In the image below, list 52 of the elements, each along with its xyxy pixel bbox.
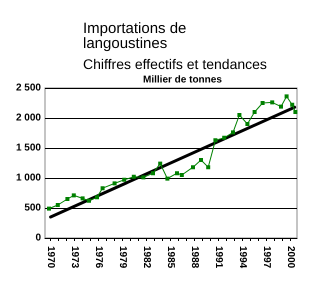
point bbox=[56, 203, 60, 207]
point bbox=[284, 94, 289, 98]
x-tick-label: 1985 bbox=[165, 246, 176, 269]
x-tick-label: 1991 bbox=[213, 246, 224, 269]
point bbox=[100, 186, 105, 190]
x-tick-label: 1973 bbox=[69, 246, 80, 269]
y-tick-label: 1 000 bbox=[16, 172, 42, 184]
y-tick-label: 0 bbox=[35, 232, 42, 244]
point bbox=[237, 113, 242, 117]
point bbox=[47, 206, 51, 211]
chart-title: Importations de langoustines bbox=[83, 20, 191, 52]
point bbox=[279, 104, 283, 109]
point bbox=[158, 162, 162, 166]
x-tick-label: 1988 bbox=[189, 246, 200, 269]
x-tick-label: 1994 bbox=[237, 246, 248, 269]
chart-subtitle: Chiffres effectifs et tendances bbox=[83, 56, 267, 72]
x-tick-label: 1979 bbox=[117, 246, 128, 269]
point bbox=[122, 178, 126, 182]
point bbox=[141, 175, 146, 180]
x-tick-label: 1982 bbox=[141, 246, 152, 269]
point bbox=[199, 158, 203, 162]
y-tick-label: 2 500 bbox=[16, 82, 42, 94]
point bbox=[231, 130, 235, 134]
point bbox=[80, 196, 85, 200]
point bbox=[87, 198, 91, 203]
point bbox=[191, 165, 195, 170]
point bbox=[290, 102, 294, 107]
point bbox=[252, 110, 257, 114]
point bbox=[112, 181, 117, 186]
point bbox=[245, 122, 250, 126]
point bbox=[165, 176, 170, 181]
point bbox=[95, 195, 99, 200]
y-axis-title: Millier de tonnes bbox=[143, 74, 222, 86]
y-tick-label: 500 bbox=[24, 202, 42, 214]
point bbox=[175, 171, 179, 176]
point bbox=[132, 174, 136, 179]
x-tick-label: 2000 bbox=[285, 246, 296, 269]
point bbox=[293, 110, 298, 114]
point bbox=[151, 171, 155, 176]
x-tick-label: 1997 bbox=[261, 246, 272, 269]
y-tick-label: 1 500 bbox=[16, 142, 42, 154]
x-tick-label: 1970 bbox=[45, 246, 56, 269]
point bbox=[65, 197, 70, 201]
point bbox=[72, 193, 76, 198]
point bbox=[222, 136, 226, 140]
point bbox=[213, 138, 218, 142]
x-tick-label: 1976 bbox=[93, 246, 104, 269]
point bbox=[206, 165, 210, 170]
point bbox=[180, 173, 184, 177]
y-tick-label: 2 000 bbox=[16, 112, 42, 124]
point bbox=[270, 100, 274, 104]
point bbox=[260, 101, 265, 105]
